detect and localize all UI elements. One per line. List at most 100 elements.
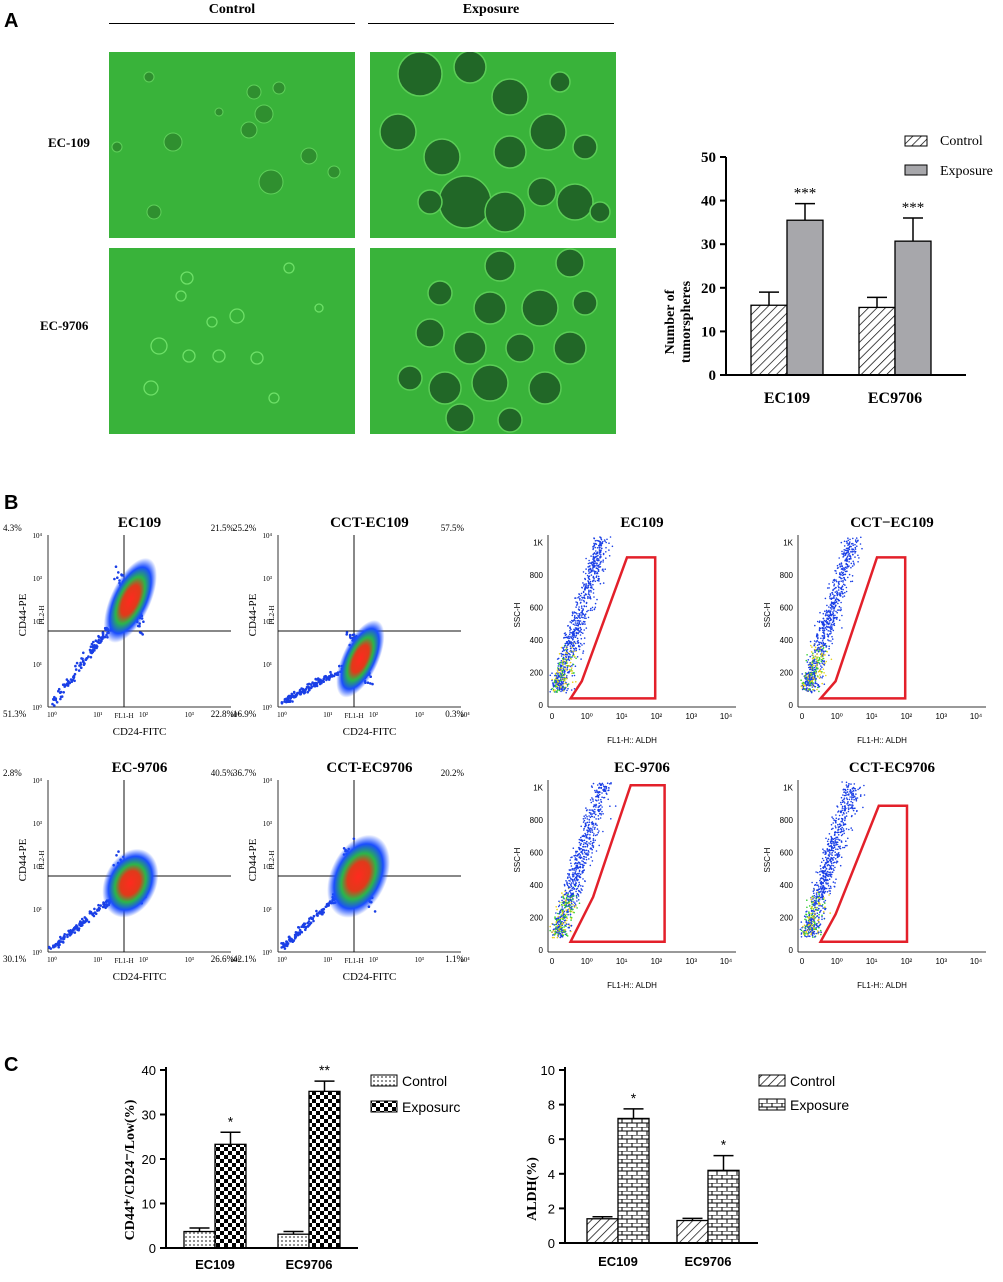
legend-swatch-exposure (904, 164, 928, 176)
x-tick-label: 10³ (935, 957, 947, 966)
y-tick-label: 0 (149, 1241, 156, 1256)
y-tick-label: 20 (142, 1152, 156, 1167)
x-tick-label: 0 (550, 957, 555, 966)
legend-swatch-exposure (370, 1100, 398, 1113)
x-tick-label: 10² (901, 712, 913, 721)
density-cloud (336, 620, 385, 698)
y-axis-label: SSC-H (763, 602, 772, 627)
x-tick-label: 10³ (415, 956, 424, 964)
aldh-gate (817, 556, 907, 700)
event-dots (800, 536, 863, 694)
row-label-ec109: EC-109 (48, 135, 90, 150)
x-tick-label: 10⁰ (277, 711, 287, 719)
y-tick-label: 10³ (33, 575, 42, 583)
x-channel-label: FL1-H (345, 957, 364, 965)
density-cloud (327, 834, 390, 918)
y-tick-label: 600 (780, 604, 794, 613)
x-tick-label: 0 (550, 712, 555, 721)
column-rule-control (109, 23, 355, 24)
y-tick-label: 10⁴ (33, 777, 43, 785)
quadrant-lr: 1.1% (445, 954, 464, 964)
quadrant-ul: 4.3% (3, 523, 22, 533)
bar-ec109-exposure (214, 1143, 247, 1249)
y-tick-label: 10¹ (263, 906, 272, 914)
y-tick-label: 400 (530, 636, 544, 645)
significance-marker: *** (902, 200, 925, 216)
y-axis-label: SSC-H (763, 847, 772, 872)
spheres-large-2 (397, 248, 598, 433)
x-axis-label: FL1-H:: ALDH (857, 736, 907, 745)
chart-a-ylabel-line2: tumorspheres (679, 280, 694, 363)
quadrant-ur: 21.5% (211, 523, 235, 533)
y-tick-label: 10 (142, 1197, 156, 1212)
x-tick-label: 10⁰ (581, 712, 593, 721)
x-category-label: EC109 (195, 1257, 235, 1272)
chart-a-ylabel-line1: Number of (663, 289, 678, 354)
y-tick-label: 400 (780, 636, 794, 645)
legend-swatch-control (758, 1074, 786, 1087)
y-tick-label: 10¹ (263, 661, 272, 669)
x-category-label: EC9706 (868, 390, 922, 407)
x-tick-label: 10⁰ (47, 956, 57, 964)
y-tick-label: 10⁴ (263, 532, 273, 540)
y-tick-label: 10³ (33, 820, 42, 828)
x-tick-label: 10¹ (93, 711, 102, 719)
x-tick-label: 10¹ (323, 711, 332, 719)
y-tick-label: 600 (530, 604, 544, 613)
plot-title: CCT−EC109 (850, 515, 934, 531)
x-tick-label: 10⁴ (720, 957, 733, 966)
x-tick-label: 10¹ (866, 712, 878, 721)
x-axis-label: CD24-FITC (113, 971, 167, 983)
x-tick-label: 10³ (185, 711, 194, 719)
bar-ec109-exposure (786, 219, 824, 376)
event-dots (799, 781, 866, 938)
y-tick-label: 1K (783, 784, 793, 793)
aldh-gate (818, 804, 909, 943)
y-tick-label: 600 (530, 849, 544, 858)
column-rule-exposure (368, 23, 614, 24)
bar-ec109-control (183, 1230, 216, 1249)
x-axis-label: FL1-H:: ALDH (607, 981, 657, 990)
quadrant-lr: 0.3% (445, 709, 464, 719)
bar-ec9706-control (676, 1219, 709, 1244)
column-label-control: Control (208, 2, 256, 17)
x-tick-label: 10² (901, 957, 913, 966)
micrograph-ec109-control (109, 52, 355, 238)
y-tick-label: 10 (701, 324, 716, 340)
quadrant-ur: 20.2% (441, 768, 465, 778)
y-tick-label: 20 (701, 281, 716, 297)
cd44-cd24-flow-plots: EC109 4.3% 21.5% 51.3% 22.8% 10⁰ 10⁰ 10¹ 10¹ 10² 1… (3, 515, 470, 983)
y-tick-label: 0 (539, 946, 544, 955)
x-tick-label: 10³ (935, 712, 947, 721)
y-tick-label: 10 (541, 1063, 555, 1078)
aldh-gate (568, 556, 657, 700)
cd-flow-plot: EC109 4.3% 21.5% 51.3% 22.8% 10⁰ 10⁰ 10¹ 10¹ 10² 1… (3, 515, 240, 738)
legend-label-control: Control (940, 134, 983, 149)
x-tick-label: 10¹ (616, 957, 628, 966)
x-axis-label: CD24-FITC (113, 726, 167, 738)
y-tick-label: 400 (530, 881, 544, 890)
bar-ec109-exposure (617, 1117, 650, 1244)
x-tick-label: 10¹ (323, 956, 332, 964)
y-tick-label: 10⁰ (32, 704, 42, 712)
cd-flow-plot: CCT-EC9706 36.7% 20.2% 42.1% 1.1% 10⁰ 10⁰ 10¹ 10… (233, 760, 470, 983)
tumorsphere-chart: Control Exposure Number of tumorspheres … (663, 134, 993, 407)
aldh-flow-plot: EC-9706 0 200 400 600 800 1K 0 10⁰ 10¹ 10² 10³ 10⁴ SS… (513, 760, 736, 990)
x-tick-label: 10⁰ (831, 712, 843, 721)
y-axis-label: CD44-PE (247, 593, 259, 636)
quadrant-ul: 36.7% (233, 768, 257, 778)
aldh-gate (568, 783, 666, 943)
chart-c2-ylabel: ALDH(%) (525, 1157, 540, 1221)
micrograph-ec9706-control (109, 248, 355, 434)
spheres-large-1 (379, 52, 611, 233)
x-tick-label: 10⁴ (230, 956, 240, 964)
significance-marker: * (228, 1113, 234, 1129)
cd-flow-plot: EC-9706 2.8% 40.5% 30.1% 26.6% 10⁰ 10⁰ 10¹ 10¹ 10… (3, 760, 240, 983)
y-tick-label: 4 (548, 1167, 555, 1182)
y-tick-label: 10² (263, 618, 272, 626)
y-tick-label: 200 (530, 669, 544, 678)
x-tick-label: 10³ (415, 711, 424, 719)
y-tick-label: 10¹ (33, 906, 42, 914)
y-tick-label: 2 (548, 1201, 555, 1216)
y-tick-label: 6 (548, 1132, 555, 1147)
